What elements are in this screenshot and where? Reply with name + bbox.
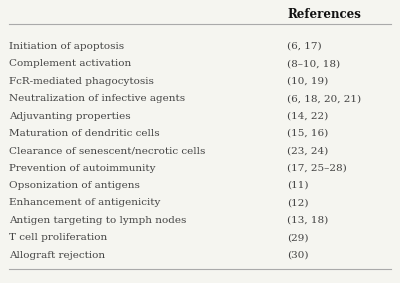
- Text: (15, 16): (15, 16): [287, 129, 329, 138]
- Text: (6, 17): (6, 17): [287, 42, 322, 51]
- Text: (13, 18): (13, 18): [287, 216, 329, 225]
- Text: Allograft rejection: Allograft rejection: [9, 250, 106, 260]
- Text: Maturation of dendritic cells: Maturation of dendritic cells: [9, 129, 160, 138]
- Text: (12): (12): [287, 198, 309, 207]
- Text: Complement activation: Complement activation: [9, 59, 132, 68]
- Text: (17, 25–28): (17, 25–28): [287, 164, 347, 173]
- Text: T cell proliferation: T cell proliferation: [9, 233, 108, 242]
- Text: Opsonization of antigens: Opsonization of antigens: [9, 181, 140, 190]
- Text: Neutralization of infective agents: Neutralization of infective agents: [9, 94, 186, 103]
- Text: (23, 24): (23, 24): [287, 146, 329, 155]
- Text: (6, 18, 20, 21): (6, 18, 20, 21): [287, 94, 362, 103]
- Text: FcR-mediated phagocytosis: FcR-mediated phagocytosis: [9, 77, 154, 86]
- Text: References: References: [287, 8, 361, 21]
- Text: (8–10, 18): (8–10, 18): [287, 59, 340, 68]
- Text: (11): (11): [287, 181, 309, 190]
- Text: Antigen targeting to lymph nodes: Antigen targeting to lymph nodes: [9, 216, 187, 225]
- Text: Initiation of apoptosis: Initiation of apoptosis: [9, 42, 124, 51]
- Text: Enhancement of antigenicity: Enhancement of antigenicity: [9, 198, 161, 207]
- Text: Adjuvanting properties: Adjuvanting properties: [9, 112, 131, 121]
- Text: (30): (30): [287, 250, 309, 260]
- Text: Clearance of senescent/necrotic cells: Clearance of senescent/necrotic cells: [9, 146, 206, 155]
- Text: (14, 22): (14, 22): [287, 112, 329, 121]
- Text: Prevention of autoimmunity: Prevention of autoimmunity: [9, 164, 156, 173]
- Text: (10, 19): (10, 19): [287, 77, 329, 86]
- Text: (29): (29): [287, 233, 309, 242]
